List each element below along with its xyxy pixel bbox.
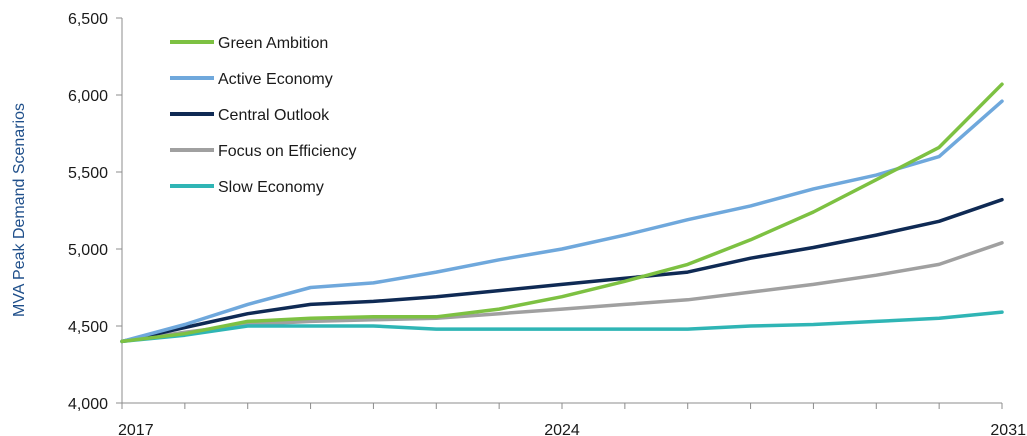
y-tick-labels: 4,000 4,500 5,000 5,500 6,000 6,500 (68, 11, 108, 413)
series-line-slow-economy (120, 310, 1004, 344)
series-line-active-economy (120, 99, 1004, 344)
y-tick-label: 5,000 (68, 242, 108, 259)
series-lines (120, 82, 1004, 344)
series-line-green-ambition (120, 82, 1004, 344)
y-axis-title: MVA Peak Demand Scenarios (11, 103, 28, 317)
axes (116, 17, 1003, 409)
x-tick-labels: 2017 2024 2031 (118, 422, 1026, 436)
legend: Green Ambition Active Economy Central Outl… (170, 35, 356, 196)
y-tick-label: 5,500 (68, 165, 108, 182)
legend-label-slow-economy: Slow Economy (218, 179, 324, 196)
y-tick-label: 4,500 (68, 319, 108, 336)
x-tick-label: 2031 (990, 422, 1026, 436)
legend-label-green-ambition: Green Ambition (218, 35, 328, 52)
y-tick-label: 6,500 (68, 11, 108, 28)
x-tick-label: 2017 (118, 422, 154, 436)
legend-label-focus-on-efficiency: Focus on Efficiency (218, 143, 356, 160)
y-tick-label: 6,000 (68, 88, 108, 105)
legend-label-central-outlook: Central Outlook (218, 107, 330, 124)
y-tick-label: 4,000 (68, 396, 108, 413)
x-tick-label: 2024 (544, 422, 580, 436)
legend-label-active-economy: Active Economy (218, 71, 333, 88)
series-line-focus-on-efficiency (120, 241, 1004, 344)
series-line-central-outlook (120, 197, 1004, 344)
